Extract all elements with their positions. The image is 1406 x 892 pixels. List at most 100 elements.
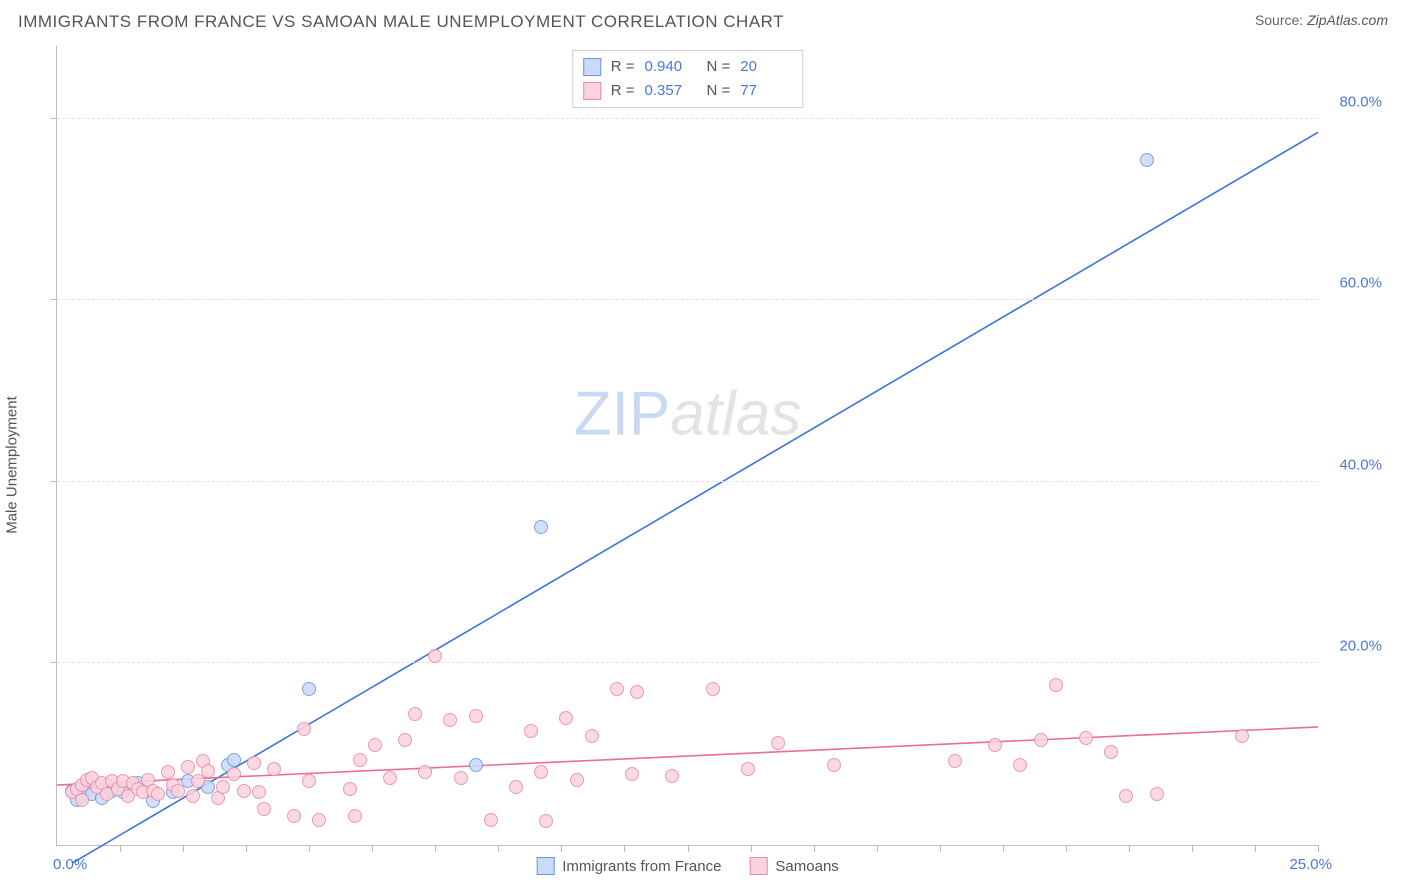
data-point-samoan [297,722,311,736]
data-point-samoan [75,793,89,807]
data-point-samoan [216,780,230,794]
data-point-samoan [237,784,251,798]
data-point-france [534,520,548,534]
x-tick [624,845,625,852]
data-point-samoan [181,760,195,774]
x-tick [498,845,499,852]
source-value: ZipAtlas.com [1307,12,1388,28]
data-point-samoan [287,809,301,823]
x-tick [1192,845,1193,852]
stat-r-france: 0.940 [645,55,697,79]
data-point-samoan [252,785,266,799]
y-tick [50,662,57,663]
data-point-france [469,758,483,772]
data-point-samoan [408,707,422,721]
source-attribution: Source: ZipAtlas.com [1255,12,1388,28]
data-point-samoan [625,767,639,781]
x-tick [814,845,815,852]
data-point-france [302,682,316,696]
y-tick-label: 60.0% [1339,275,1382,292]
data-point-samoan [1150,787,1164,801]
x-tick [688,845,689,852]
data-point-samoan [247,756,261,770]
y-tick-label: 20.0% [1339,638,1382,655]
data-point-samoan [186,789,200,803]
x-tick [183,845,184,852]
y-tick [50,118,57,119]
x-tick [120,845,121,852]
x-tick [435,845,436,852]
data-point-samoan [171,784,185,798]
stats-row-samoan: R = 0.357 N = 77 [583,79,793,103]
swatch-france [583,58,601,76]
data-point-samoan [1119,789,1133,803]
data-point-samoan [706,682,720,696]
data-point-samoan [827,758,841,772]
stat-r-samoan: 0.357 [645,79,697,103]
x-tick [1066,845,1067,852]
gridline [57,299,1318,300]
stat-n-france: 20 [740,55,792,79]
data-point-samoan [524,724,538,738]
gridline [57,662,1318,663]
stat-n-samoan: 77 [740,79,792,103]
trend-line-france [72,132,1318,863]
x-tick [561,845,562,852]
data-point-samoan [302,774,316,788]
x-tick [877,845,878,852]
legend-swatch-samoan [749,857,767,875]
gridline [57,118,1318,119]
x-tick [940,845,941,852]
data-point-samoan [257,802,271,816]
data-point-samoan [443,713,457,727]
data-point-samoan [191,774,205,788]
data-point-samoan [988,738,1002,752]
legend-swatch-france [536,857,554,875]
data-point-samoan [469,709,483,723]
data-point-samoan [418,765,432,779]
legend-label-france: Immigrants from France [562,858,721,875]
data-point-samoan [348,809,362,823]
data-point-samoan [151,787,165,801]
legend-item-france: Immigrants from France [536,857,721,875]
stat-r-label-2: R = [611,79,635,103]
stats-row-france: R = 0.940 N = 20 [583,55,793,79]
gridline [57,481,1318,482]
stat-r-label: R = [611,55,635,79]
x-tick [1318,845,1319,852]
x-tick [751,845,752,852]
data-point-samoan [665,769,679,783]
data-point-samoan [1235,729,1249,743]
data-point-samoan [610,682,624,696]
data-point-france [227,753,241,767]
y-axis-label: Male Unemployment [4,396,21,534]
data-point-samoan [948,754,962,768]
data-point-samoan [484,813,498,827]
swatch-samoan [583,82,601,100]
data-point-samoan [1104,745,1118,759]
x-tick [1003,845,1004,852]
data-point-samoan [1049,678,1063,692]
stats-legend-box: R = 0.940 N = 20 R = 0.357 N = 77 [572,50,804,108]
data-point-france [1140,153,1154,167]
legend-label-samoan: Samoans [775,858,838,875]
data-point-samoan [1079,731,1093,745]
y-tick-label: 40.0% [1339,456,1382,473]
data-point-samoan [630,685,644,699]
data-point-samoan [398,733,412,747]
source-label: Source: [1255,12,1303,28]
data-point-samoan [383,771,397,785]
x-axis-start-label: 0.0% [53,856,87,873]
data-point-samoan [585,729,599,743]
data-point-samoan [771,736,785,750]
data-point-samoan [509,780,523,794]
trend-lines-svg [57,46,1318,845]
legend-item-samoan: Samoans [749,857,838,875]
y-tick-label: 80.0% [1339,93,1382,110]
data-point-samoan [741,762,755,776]
data-point-samoan [539,814,553,828]
x-tick [1129,845,1130,852]
data-point-samoan [227,767,241,781]
bottom-legend: Immigrants from France Samoans [536,857,839,875]
data-point-samoan [312,813,326,827]
